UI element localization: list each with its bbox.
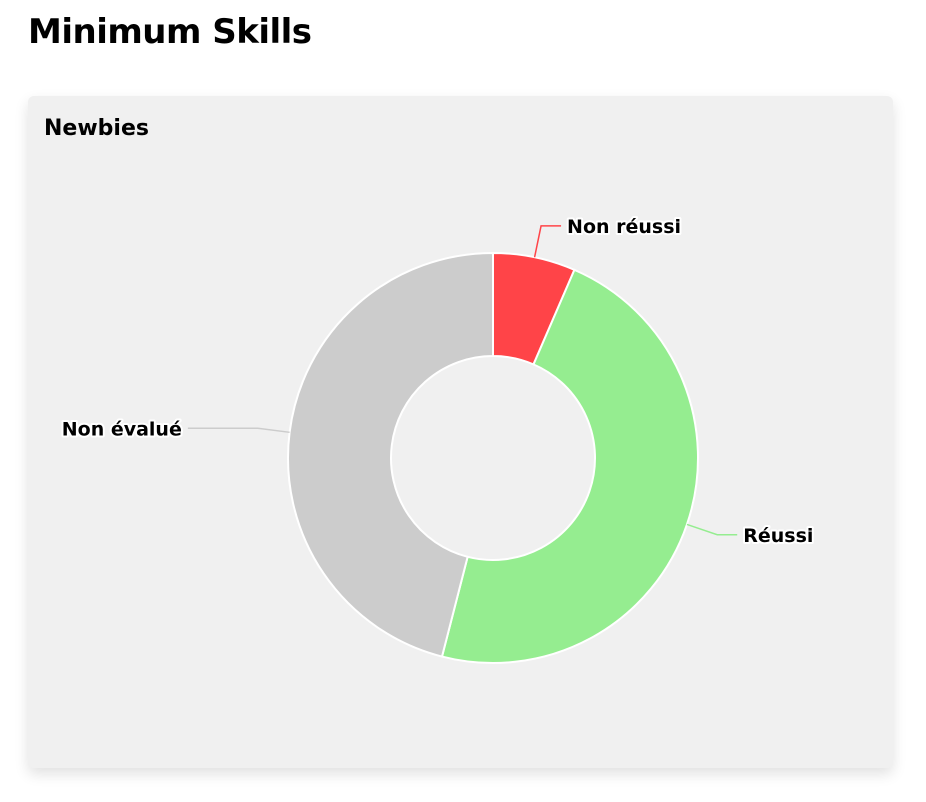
label-reussi: Réussi bbox=[743, 525, 813, 547]
donut-slices bbox=[287, 251, 699, 664]
label-non-reussi: Non réussi bbox=[567, 216, 681, 238]
label-non-evalue: Non évalué bbox=[62, 418, 182, 440]
donut-chart: Non réussi Réussi Non évalué bbox=[60, 214, 816, 664]
connector-reussi bbox=[686, 523, 738, 536]
card-title: Newbies bbox=[44, 116, 149, 141]
slice-non-evalue[interactable] bbox=[287, 251, 494, 658]
connector-non-evalue bbox=[187, 427, 290, 434]
chart-card: Newbies Non réussi Réussi Non évalué bbox=[28, 96, 893, 768]
label-connectors bbox=[187, 225, 738, 536]
slice-reussi[interactable] bbox=[440, 268, 699, 664]
slice-labels: Non réussi Réussi Non évalué bbox=[60, 214, 816, 549]
connector-non-reussi bbox=[533, 225, 562, 258]
page-title: Minimum Skills bbox=[28, 12, 312, 52]
